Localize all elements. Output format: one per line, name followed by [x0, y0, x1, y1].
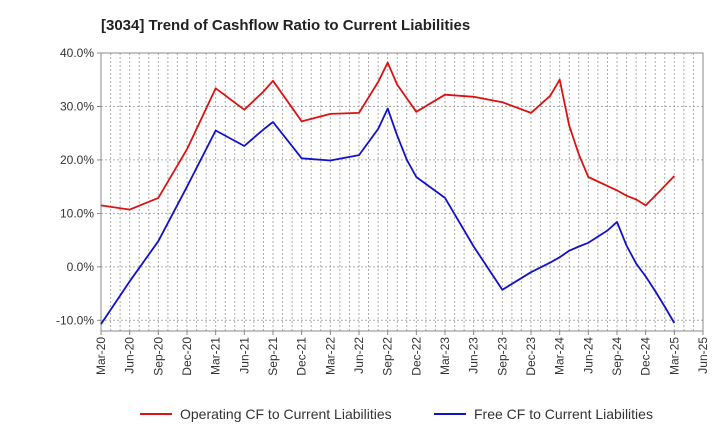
x-tick-label: Mar-21	[209, 337, 223, 375]
x-tick-label: Jun-24	[581, 337, 595, 374]
x-tick-label: Jun-22	[352, 337, 366, 374]
x-tick-label: Sep-22	[381, 337, 395, 376]
chart-title: [3034] Trend of Cashflow Ratio to Curren…	[101, 17, 470, 34]
x-tick-label: Sep-20	[151, 337, 165, 376]
legend: Operating CF to Current Liabilities Free…	[140, 406, 653, 422]
x-tick-label: Jun-20	[123, 337, 137, 374]
x-tick-label: Dec-21	[295, 337, 309, 376]
x-tick-label: Mar-23	[438, 337, 452, 375]
x-tick-label: Jun-23	[467, 337, 481, 374]
x-tick-label: Mar-20	[94, 337, 108, 375]
x-tick-label: Jun-21	[237, 337, 251, 374]
x-tick-label: Dec-24	[639, 337, 653, 376]
x-tick-label: Dec-22	[409, 337, 423, 376]
x-tick-label: Mar-24	[553, 337, 567, 375]
legend-label-free-cf: Free CF to Current Liabilities	[474, 406, 653, 422]
y-tick-label: 20.0%	[60, 153, 94, 167]
plot-frame	[100, 52, 704, 332]
series-line-free-cf	[100, 107, 676, 325]
legend-label-operating-cf: Operating CF to Current Liabilities	[180, 406, 392, 422]
x-tick-label: Sep-21	[266, 337, 280, 376]
x-axis: Mar-20 Jun-20 Sep-20 Dec-20 Mar-21 Jun-21 Sep-…	[94, 331, 710, 376]
y-tick-label: -10.0%	[56, 313, 94, 327]
x-tick-label: Sep-23	[495, 337, 509, 376]
y-tick-label: 30.0%	[60, 99, 94, 113]
series-lines	[100, 61, 676, 325]
y-tick-label: 40.0%	[60, 46, 94, 60]
x-tick-label: Dec-20	[180, 337, 194, 376]
y-tick-label: 10.0%	[60, 206, 94, 220]
x-tick-label: Jun-25	[696, 337, 710, 374]
grid	[101, 52, 703, 331]
y-tick-label: 0.0%	[67, 260, 95, 274]
x-tick-label: Mar-22	[323, 337, 337, 375]
series-line-operating-cf	[100, 61, 675, 211]
x-tick-label: Mar-25	[667, 337, 681, 375]
y-axis: -10.0% 0.0% 10.0% 20.0% 30.0% 40.0%	[56, 46, 101, 327]
x-tick-label: Sep-24	[610, 337, 624, 376]
x-tick-label: Dec-23	[524, 337, 538, 376]
